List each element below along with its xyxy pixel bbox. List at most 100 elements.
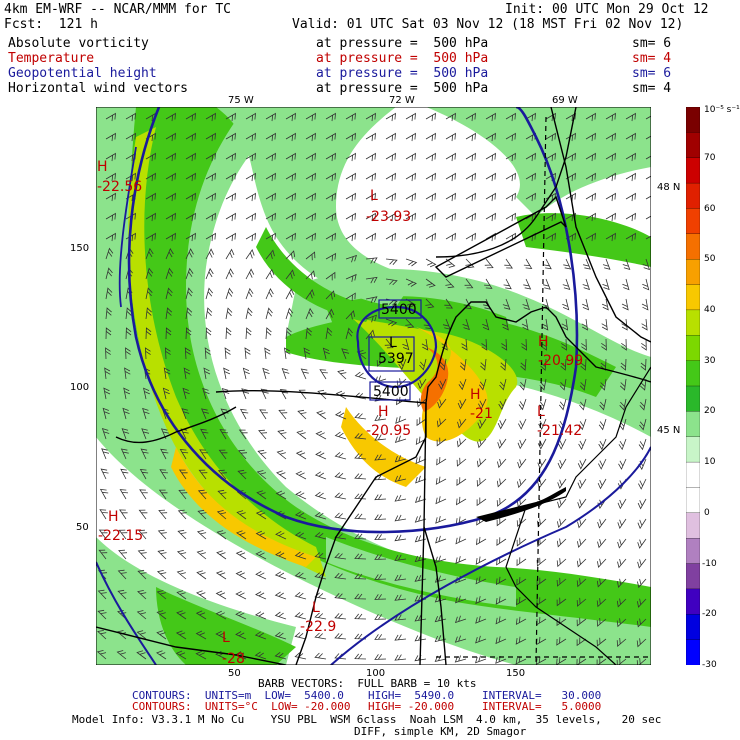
wind-barb	[341, 348, 350, 360]
wind-barb	[334, 552, 347, 560]
wind-barb	[278, 409, 288, 420]
wind-barb	[185, 248, 194, 260]
wind-barb	[641, 318, 648, 331]
wind-barb	[485, 112, 496, 122]
wind-barb	[245, 192, 256, 202]
wind-barb	[578, 418, 587, 431]
wind-barb	[585, 132, 596, 142]
wind-barb	[277, 429, 287, 440]
wind-barb	[165, 192, 176, 202]
wind-barb	[165, 307, 173, 320]
wind-barb	[305, 152, 316, 162]
wind-barb	[345, 192, 356, 202]
wind-barb	[325, 192, 336, 202]
wind-barb	[354, 513, 367, 520]
wind-barb	[314, 491, 327, 500]
wind-barb	[414, 535, 427, 543]
wind-barb	[205, 327, 212, 340]
wind-barb	[254, 631, 267, 640]
wind-barb	[265, 172, 276, 182]
wind-barb	[334, 613, 347, 620]
wind-barb	[599, 398, 607, 411]
wind-barb	[156, 590, 167, 600]
wind-barb	[165, 287, 173, 300]
wind-barb	[445, 278, 455, 289]
wind-barb	[305, 327, 312, 340]
wind-barb	[637, 598, 647, 608]
wind-barb	[645, 115, 651, 120]
wind-barb	[405, 278, 417, 287]
wind-barb	[205, 172, 216, 182]
wind-barb	[576, 558, 587, 568]
wind-barb	[445, 132, 456, 142]
wind-barb	[225, 132, 236, 142]
wind-barb	[636, 658, 647, 665]
wind-barb	[496, 537, 507, 546]
wind-barb	[639, 398, 647, 411]
wind-barb	[621, 318, 628, 331]
wind-barb	[576, 597, 587, 607]
wind-barb	[476, 458, 487, 468]
wind-barb	[156, 570, 167, 580]
wind-barb	[419, 358, 427, 371]
wind-barb	[334, 512, 347, 520]
wind-barb	[97, 630, 107, 640]
wind-barb	[385, 172, 396, 182]
wind-barb	[394, 475, 407, 482]
wind-barb	[445, 172, 456, 182]
wind-barb	[385, 112, 396, 122]
wind-barb	[138, 509, 148, 520]
map-label-h5-value: -22.15	[98, 528, 144, 544]
wind-barb	[285, 172, 296, 182]
wind-barb	[158, 509, 168, 520]
wind-barb	[254, 611, 267, 620]
wind-barb	[142, 407, 150, 420]
footer-contours-height-high: HIGH= 5490.0	[368, 689, 455, 702]
wind-barb	[137, 569, 147, 580]
wind-barb	[545, 132, 556, 142]
wind-barb	[618, 458, 627, 470]
wind-barb	[136, 630, 147, 640]
wind-barb	[241, 388, 250, 400]
wind-barb	[256, 490, 267, 500]
wind-barb	[202, 387, 210, 400]
wind-barb	[394, 614, 407, 621]
wind-barb	[236, 530, 247, 540]
wind-barb	[165, 248, 174, 260]
wind-barb	[581, 338, 587, 351]
wind-barb	[374, 614, 387, 620]
wind-barb	[374, 434, 387, 441]
wind-barb	[625, 212, 636, 222]
wind-barb	[461, 338, 468, 351]
wind-barb	[125, 172, 136, 182]
wind-barb	[118, 529, 128, 540]
wind-barb	[484, 278, 493, 289]
wind-barb	[597, 478, 607, 490]
wind-barb	[225, 152, 236, 162]
wind-barb	[478, 398, 487, 410]
wind-barb	[639, 418, 647, 431]
wind-barb	[625, 232, 636, 242]
wind-barb	[225, 307, 233, 320]
wind-barb	[345, 327, 353, 340]
wind-barb	[374, 594, 387, 600]
wind-barb	[517, 458, 527, 469]
colorbar-swatch	[686, 259, 700, 286]
wind-barb	[562, 298, 570, 311]
wind-barb	[374, 554, 387, 560]
wind-barb	[185, 287, 193, 300]
wind-barb	[345, 152, 356, 162]
wind-barb	[325, 290, 336, 300]
wind-barbs	[96, 112, 651, 665]
wind-barb	[136, 610, 147, 620]
wind-barb	[334, 472, 347, 480]
wind-barb	[497, 418, 507, 430]
colorbar-swatch	[686, 411, 700, 438]
wind-barb	[525, 172, 536, 182]
wind-barb	[156, 630, 167, 640]
colorbar-swatch	[686, 614, 700, 641]
wind-barb	[285, 269, 295, 280]
wind-barb	[577, 498, 587, 509]
wind-barb	[314, 612, 327, 620]
y-label-100: 100	[70, 382, 90, 393]
